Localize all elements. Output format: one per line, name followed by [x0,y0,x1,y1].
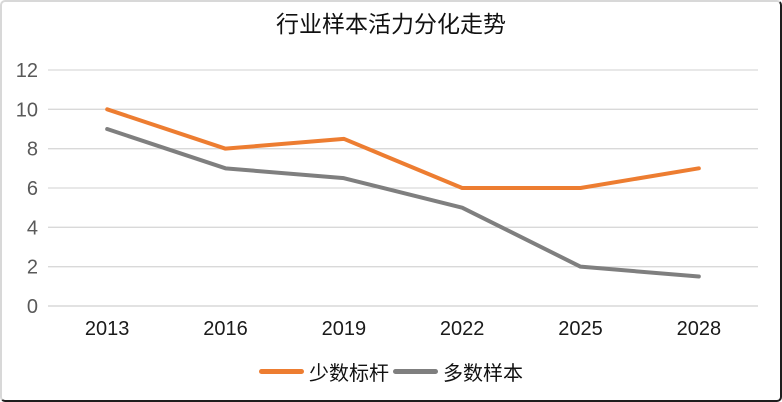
chart-legend: 少数标杆 多数样本 [0,357,782,385]
y-axis-tick-label: 0 [27,296,38,318]
x-axis-tick-label: 2028 [677,318,722,340]
x-axis-tick-label: 2016 [203,318,248,340]
y-axis-tick-label: 8 [27,139,38,161]
legend-item-series-0: 少数标杆 [259,357,389,386]
series-line-0 [105,107,701,190]
legend-label: 少数标杆 [309,362,389,385]
y-axis-tick-label: 2 [27,257,38,279]
x-axis-tick-label: 2025 [558,318,603,340]
legend-line-swatch-gray [393,368,438,374]
y-axis-tick-label: 4 [27,217,38,239]
legend-label: 多数样本 [443,362,523,385]
chart-title: 行业样本活力分化走势 [276,12,506,37]
y-axis-tick-label: 12 [16,60,38,82]
legend-item-series-1: 多数样本 [393,357,523,386]
y-axis-tick-label: 10 [16,99,38,121]
legend-line-swatch-orange [259,368,304,374]
y-axis-tick-label: 6 [27,178,38,200]
x-axis-tick-label: 2019 [322,318,367,340]
x-axis-tick-label: 2022 [440,318,485,340]
x-axis-tick-label: 2013 [85,318,130,340]
series-line-1 [105,127,701,279]
